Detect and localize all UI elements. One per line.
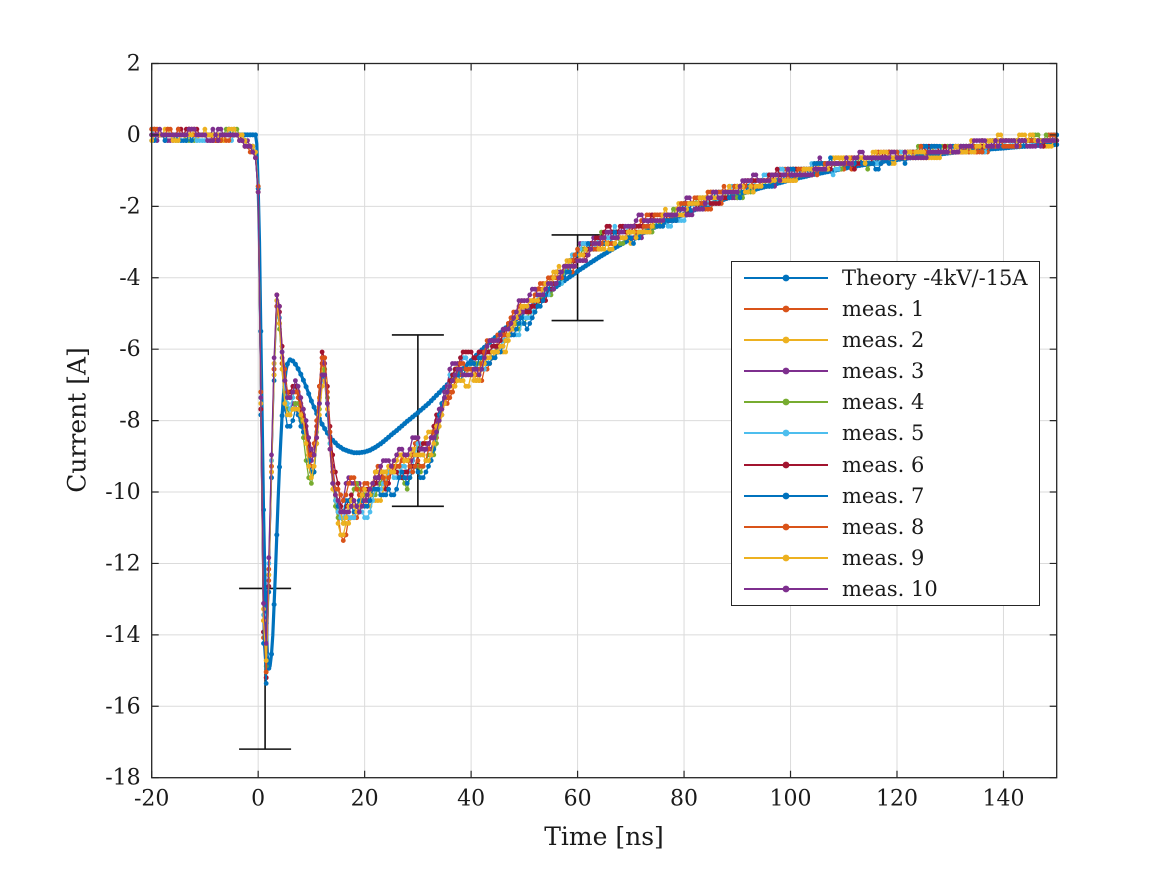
- legend-entry: meas. 10: [732, 574, 1039, 604]
- legend: Theory -4kV/-15A meas. 1 meas. 2 meas. 3 mea…: [731, 261, 1040, 606]
- series-meas-9: [149, 126, 1060, 664]
- legend-marker-dot: [782, 492, 790, 500]
- legend-marker-dot: [782, 305, 790, 313]
- legend-line-sample: [744, 430, 828, 437]
- legend-marker-dot: [782, 585, 790, 593]
- legend-entry: meas. 2: [732, 325, 1039, 355]
- y-tick-label: -16: [105, 694, 140, 719]
- y-tick-label: -10: [105, 480, 140, 505]
- legend-marker-dot: [782, 554, 790, 562]
- legend-label: meas. 6: [842, 452, 925, 477]
- y-tick-label: -18: [105, 766, 140, 791]
- x-tick-label: 20: [351, 787, 379, 812]
- y-axis-label: Current [A]: [62, 347, 92, 493]
- legend-marker-dot: [782, 367, 790, 375]
- legend-label: meas. 7: [842, 483, 925, 508]
- legend-label: meas. 5: [842, 421, 925, 446]
- x-tick-label: 80: [670, 787, 698, 812]
- legend-label: meas. 9: [842, 546, 925, 571]
- y-tick-label: -6: [119, 337, 140, 362]
- legend-entry: meas. 7: [732, 481, 1039, 511]
- legend-marker-dot: [782, 430, 790, 437]
- legend-label: Theory -4kV/-15A: [842, 265, 1028, 290]
- legend-marker-dot: [782, 461, 790, 469]
- series-meas-10: [149, 126, 1060, 646]
- legend-entry: meas. 4: [732, 387, 1039, 417]
- legend-marker-dot: [782, 336, 790, 344]
- y-tick-label: -14: [105, 623, 140, 648]
- y-tick-label: 2: [127, 52, 141, 77]
- legend-label: meas. 2: [842, 327, 925, 352]
- x-tick-label: 0: [251, 787, 265, 812]
- legend-line-sample: [744, 336, 828, 344]
- legend-line-sample: [744, 585, 828, 593]
- error-bar: [391, 334, 444, 508]
- legend-line-sample: [744, 274, 828, 281]
- legend-line-sample: [744, 305, 828, 313]
- y-tick-label: -12: [105, 551, 140, 576]
- legend-label: meas. 4: [842, 390, 925, 415]
- tick-marks: [151, 62, 1057, 779]
- x-tick-label: -20: [134, 787, 169, 812]
- legend-line-sample: [744, 492, 828, 500]
- legend-entry: Theory -4kV/-15A: [732, 263, 1039, 293]
- legend-entry: meas. 6: [732, 450, 1039, 480]
- legend-entry: meas. 8: [732, 512, 1039, 542]
- x-axis-label: Time [ns]: [544, 822, 664, 851]
- legend-line-sample: [744, 554, 828, 562]
- legend-label: meas. 8: [842, 514, 925, 539]
- y-tick-label: -2: [119, 194, 140, 219]
- x-tick-label: 40: [457, 787, 485, 812]
- legend-label: meas. 10: [842, 577, 938, 602]
- legend-line-sample: [744, 367, 828, 375]
- legend-marker-dot: [782, 398, 790, 406]
- x-tick-label: 120: [876, 787, 918, 812]
- series-meas-7: [149, 126, 1060, 686]
- x-tick-label: 140: [982, 787, 1024, 812]
- x-tick-label: 60: [564, 787, 592, 812]
- legend-label: meas. 1: [842, 296, 925, 321]
- x-tick-label: 100: [770, 787, 812, 812]
- legend-line-sample: [744, 523, 828, 531]
- legend-entry: meas. 9: [732, 543, 1039, 573]
- y-tick-label: -8: [119, 409, 140, 434]
- tick-labels: -20 0 20 40 60 80 100 120 14020-2-4-6-8-10-12-14…: [105, 52, 1024, 812]
- error-bars: [239, 234, 604, 750]
- legend-entry: meas. 5: [732, 418, 1039, 448]
- legend-entry: meas. 3: [732, 356, 1039, 386]
- legend-marker-dot: [782, 274, 790, 281]
- legend-marker-dot: [782, 523, 790, 531]
- y-tick-label: 0: [127, 123, 141, 148]
- legend-label: meas. 3: [842, 359, 925, 384]
- legend-entry: meas. 1: [732, 294, 1039, 324]
- y-tick-label: -4: [119, 266, 140, 291]
- legend-line-sample: [744, 461, 828, 469]
- legend-line-sample: [744, 398, 828, 406]
